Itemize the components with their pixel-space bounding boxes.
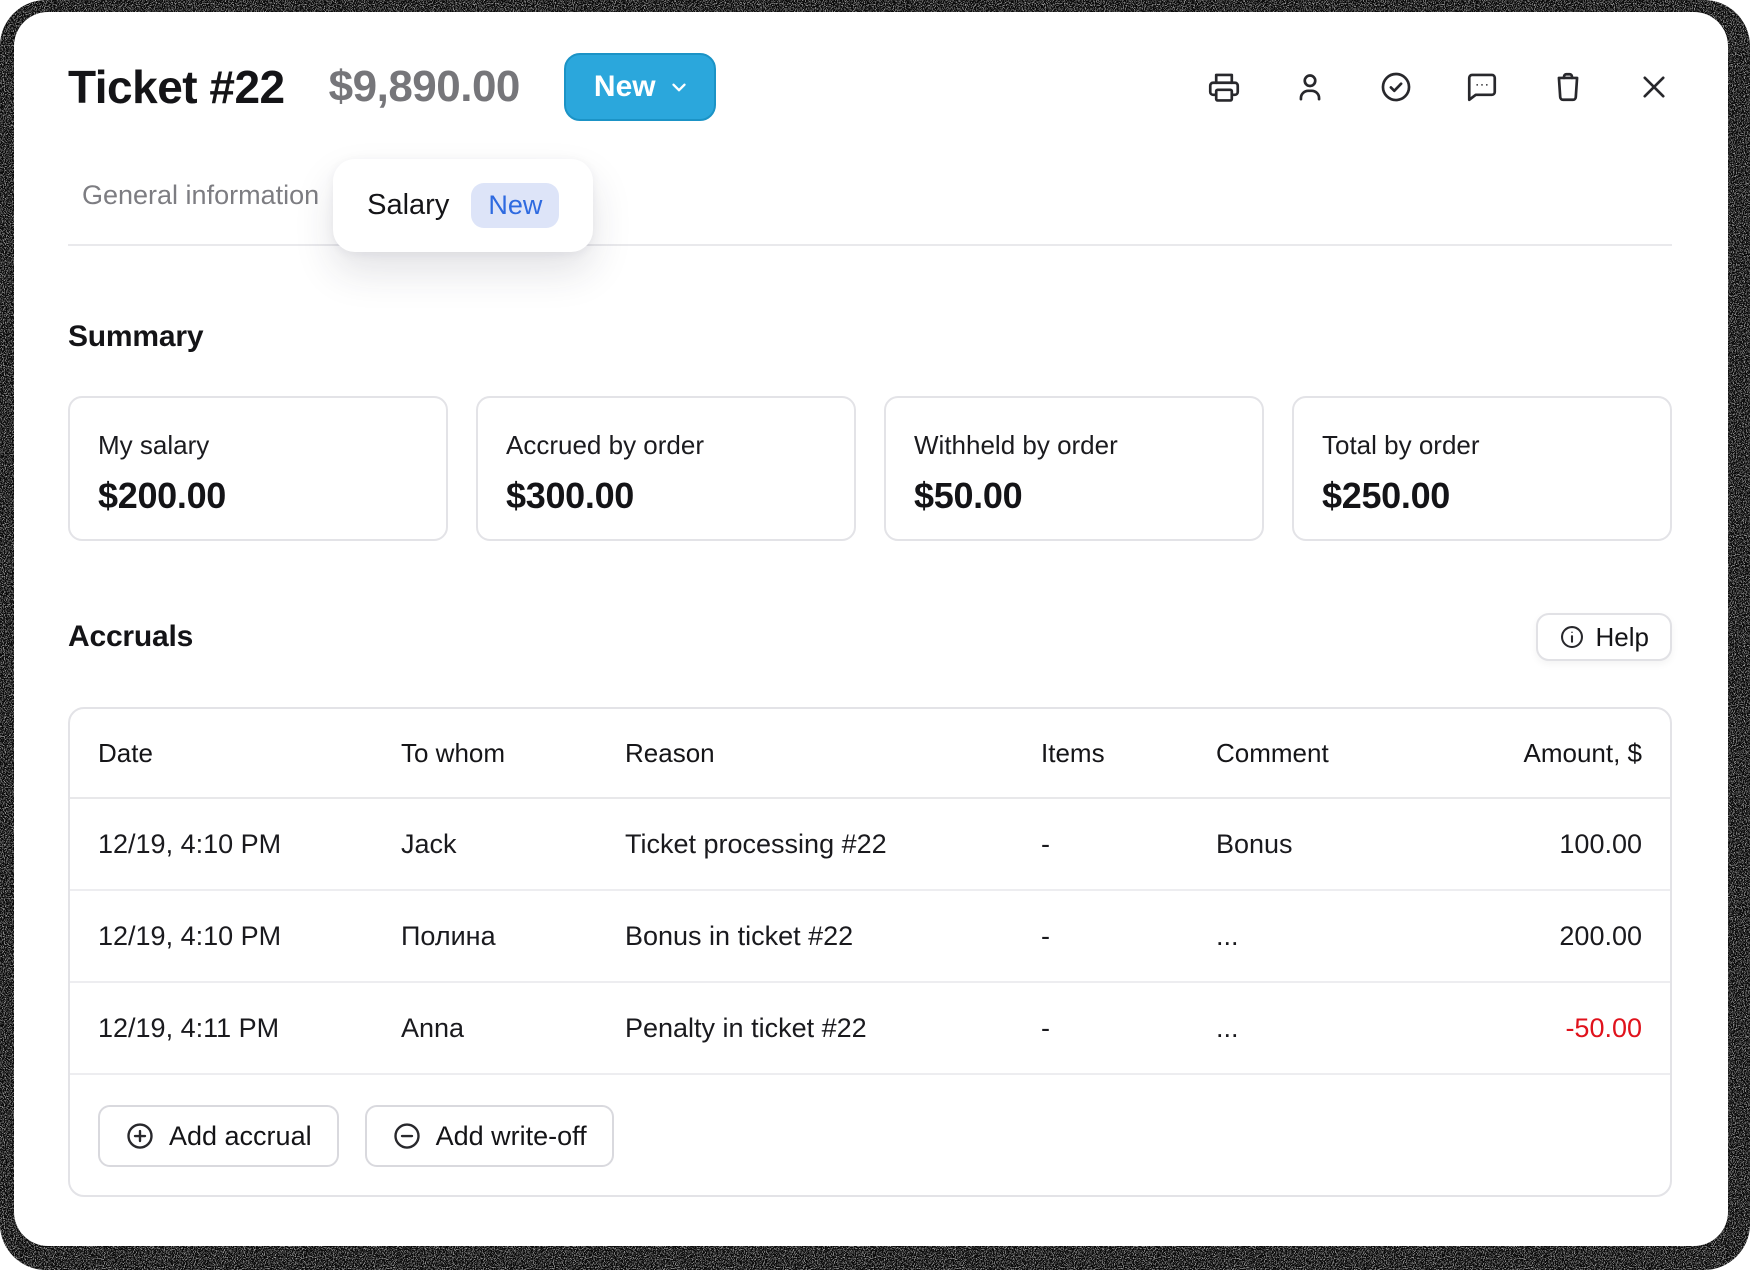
cell-comment: Bonus [1216,828,1293,859]
cell-items: - [1041,1012,1050,1043]
cell-date: 12/19, 4:10 PM [98,920,282,951]
printer-icon [1208,73,1240,102]
table-header: Date To whom Reason Items Comment Amount, $ [70,709,1670,799]
cell-amount: 100.00 [1559,828,1642,859]
cell-reason: Bonus in ticket #22 [625,920,854,951]
summary-card-label: Total by order [1322,430,1480,460]
summary-card: Accrued by order $300.00 [476,396,856,541]
cell-date: 12/19, 4:10 PM [98,828,282,859]
accruals-header: Accruals Help [68,613,1672,661]
cell-date: 12/19, 4:11 PM [98,1012,280,1043]
table-row[interactable]: 12/19, 4:10 PM Полина Bonus in ticket #2… [70,891,1670,983]
page-title: Ticket #22 [68,61,285,113]
add-accrual-label: Add accrual [169,1120,312,1151]
comments-button[interactable] [1464,69,1500,105]
cell-to-whom: Anna [401,1012,465,1043]
close-button[interactable] [1636,69,1672,105]
table-actions: Add accrual Add write-off [70,1075,1670,1195]
cell-reason: Ticket processing #22 [625,828,887,859]
chevron-down-icon [671,83,686,92]
cell-to-whom: Полина [401,920,496,951]
add-write-off-button[interactable]: Add write-off [364,1105,614,1167]
cell-to-whom: Jack [401,828,457,859]
cell-items: - [1041,828,1050,859]
summary-cards: My salary $200.00 Accrued by order $300.… [68,396,1672,541]
summary-card-value: $50.00 [914,475,1023,516]
print-button[interactable] [1206,69,1242,105]
summary-card-label: Withheld by order [914,430,1118,460]
header-toolbar [1206,69,1672,105]
cell-comment: ... [1216,1012,1239,1043]
modal-header: Ticket #22 $9,890.00 New [68,52,1672,122]
summary-card-label: Accrued by order [506,430,704,460]
cell-comment: ... [1216,920,1239,951]
summary-card-value: $250.00 [1322,475,1451,516]
summary-card: My salary $200.00 [68,396,448,541]
info-icon [1560,626,1583,648]
summary-card: Total by order $250.00 [1292,396,1672,541]
help-label: Help [1595,621,1649,652]
trash-icon [1557,72,1579,102]
ticket-total-amount: $9,890.00 [328,62,521,111]
summary-card-value: $200.00 [98,475,227,516]
status-dropdown-button[interactable]: New [563,53,716,121]
summary-heading: Summary [68,320,204,353]
summary-card-value: $300.00 [506,475,635,516]
tab-bar: General information Salary New [68,146,1672,252]
column-header: To whom [401,737,506,768]
column-header: Amount, $ [1523,737,1642,768]
cell-amount: -50.00 [1565,1012,1642,1043]
cell-items: - [1041,920,1050,951]
help-button[interactable]: Help [1535,613,1672,661]
accruals-heading: Accruals [68,620,194,653]
user-icon [1299,74,1321,101]
delete-button[interactable] [1550,69,1586,105]
table-row[interactable]: 12/19, 4:11 PM Anna Penalty in ticket #2… [70,983,1670,1075]
ticket-modal: Ticket #22 $9,890.00 New [14,12,1728,1246]
tab-salary-label: Salary [367,188,450,221]
new-badge: New [471,182,560,228]
close-icon [1643,76,1665,98]
cell-amount: 200.00 [1559,920,1642,951]
column-header: Items [1041,737,1105,768]
summary-card: Withheld by order $50.00 [884,396,1264,541]
table-row[interactable]: 12/19, 4:10 PM Jack Ticket processing #2… [70,799,1670,891]
complete-button[interactable] [1378,69,1414,105]
comment-icon [1467,73,1497,102]
cell-reason: Penalty in ticket #22 [625,1012,867,1043]
column-header: Reason [625,737,715,768]
add-write-off-label: Add write-off [435,1120,587,1151]
plus-circle-icon [127,1123,153,1149]
minus-circle-icon [393,1123,420,1149]
add-accrual-button[interactable]: Add accrual [98,1105,339,1167]
accruals-table: Date To whom Reason Items Comment Amount, $ 1… [68,707,1672,1197]
table-body: 12/19, 4:10 PM Jack Ticket processing #2… [70,799,1670,1075]
status-label: New [593,70,656,103]
assignee-button[interactable] [1292,69,1328,105]
summary-card-label: My salary [98,430,210,460]
tab-general-information[interactable]: General information [76,179,325,212]
column-header: Comment [1216,737,1329,768]
column-header: Date [98,737,153,768]
check-circle-icon [1381,72,1411,102]
tab-salary[interactable]: Salary New [333,158,594,252]
